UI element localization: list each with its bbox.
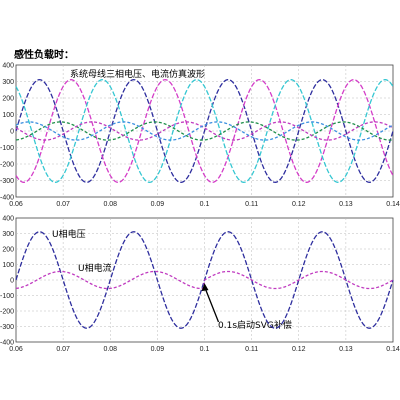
x-tick-label: 0.06	[9, 346, 23, 353]
y-tick-label: 100	[2, 112, 14, 119]
x-tick-label: 0.07	[56, 346, 70, 353]
x-tick-label: 0.11	[245, 346, 258, 353]
x-tick-label: 0.11	[245, 201, 258, 208]
y-tick-label: -400	[0, 195, 14, 202]
x-tick-label: 0.12	[292, 201, 306, 208]
bottom-chart: U相电压 U相电流 0.1s启动SVG补偿 0.06 0.07 0.08 0.09 0.…	[0, 216, 400, 354]
x-tick-label: 0.07	[56, 201, 70, 208]
x-tick-label: 0.09	[151, 346, 165, 353]
x-tick-label: 0.1	[200, 346, 210, 353]
figure-caption: 感性负载时：	[14, 48, 74, 61]
y-tick-label: -400	[0, 340, 14, 347]
current-phase-a-line	[15, 121, 394, 141]
current-phase-c-line	[15, 121, 394, 141]
voltage-phase-a-line	[15, 79, 394, 183]
x-tick-label: 0.13	[339, 346, 353, 353]
y-tick-label: 300	[2, 231, 14, 238]
y-tick-label: 400	[2, 216, 14, 223]
u-phase-voltage-label: U相电压	[52, 228, 86, 240]
u-phase-series-line	[15, 270, 394, 290]
x-tick-label: 0.09	[151, 201, 165, 208]
y-tick-label: -300	[0, 178, 14, 185]
x-tick-label: 0.14	[386, 201, 400, 208]
top-chart: 系统母线三相电压、电流仿真波形 0.06 0.07 0.08 0.09 0.1 0.11 0…	[0, 63, 400, 209]
y-tick-label: -200	[0, 309, 14, 316]
y-tick-label: -300	[0, 324, 14, 331]
x-tick-label: 0.08	[103, 201, 117, 208]
y-tick-label: 0	[10, 278, 14, 285]
u-phase-current-label: U相电流	[78, 262, 112, 274]
y-tick-label: 200	[2, 96, 14, 103]
current-phase-b-line	[15, 121, 394, 141]
y-tick-label: 0	[10, 129, 14, 136]
annotation-arrow-head	[201, 283, 209, 292]
top-chart-title: 系统母线三相电压、电流仿真波形	[70, 68, 205, 80]
x-tick-label: 0.08	[103, 346, 117, 353]
y-tick-label: 400	[2, 63, 14, 70]
y-tick-label: 300	[2, 79, 14, 86]
x-tick-label: 0.1	[200, 201, 210, 208]
y-tick-label: -100	[0, 145, 14, 152]
x-tick-label: 0.13	[339, 201, 353, 208]
y-tick-label: -100	[0, 293, 14, 300]
voltage-phase-c-line	[15, 79, 394, 183]
x-tick-label: 0.06	[9, 201, 23, 208]
svg-compensation-annotation: 0.1s启动SVG补偿	[218, 319, 292, 331]
x-tick-label: 0.12	[292, 346, 306, 353]
y-tick-label: 200	[2, 247, 14, 254]
y-tick-label: 100	[2, 262, 14, 269]
y-tick-label: -200	[0, 162, 14, 169]
voltage-phase-b-line	[15, 79, 394, 183]
annotation-arrow-line	[204, 288, 220, 323]
x-tick-label: 0.14	[386, 346, 400, 353]
